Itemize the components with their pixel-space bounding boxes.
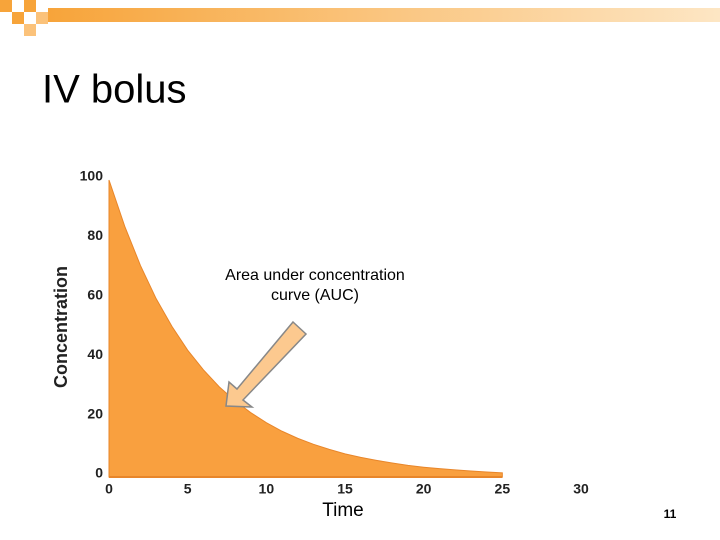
x-tick-label: 15 — [337, 481, 353, 497]
page-number: 11 — [664, 507, 677, 521]
annotation: Area under concentration curve (AUC) — [225, 267, 405, 304]
area — [108, 179, 503, 478]
y-tick-label: 40 — [87, 346, 103, 362]
y-tick-label: 100 — [80, 168, 104, 184]
deco-square — [12, 12, 24, 24]
y-tick-label: 60 — [87, 287, 103, 303]
header-band — [48, 8, 720, 22]
deco-square — [0, 0, 12, 12]
deco-square — [24, 24, 36, 36]
x-tick-label: 5 — [184, 481, 192, 497]
y-tick-label: 20 — [87, 405, 103, 421]
x-tick-label: 20 — [416, 481, 432, 497]
slide-title: IV bolus — [42, 68, 187, 112]
x-tick-label: 30 — [573, 481, 589, 497]
x-tick-label: 25 — [495, 481, 511, 497]
x-tick-label: 0 — [105, 481, 113, 497]
deco-square — [36, 12, 48, 24]
x-axis-label: Time — [322, 500, 364, 521]
x-tick-label: 10 — [259, 481, 275, 497]
y-tick-label: 80 — [87, 227, 103, 243]
arrow — [225, 320, 308, 408]
deco-square — [24, 0, 36, 12]
y-tick-label: 0 — [95, 465, 103, 481]
y-axis-label: Concentration — [51, 266, 71, 388]
